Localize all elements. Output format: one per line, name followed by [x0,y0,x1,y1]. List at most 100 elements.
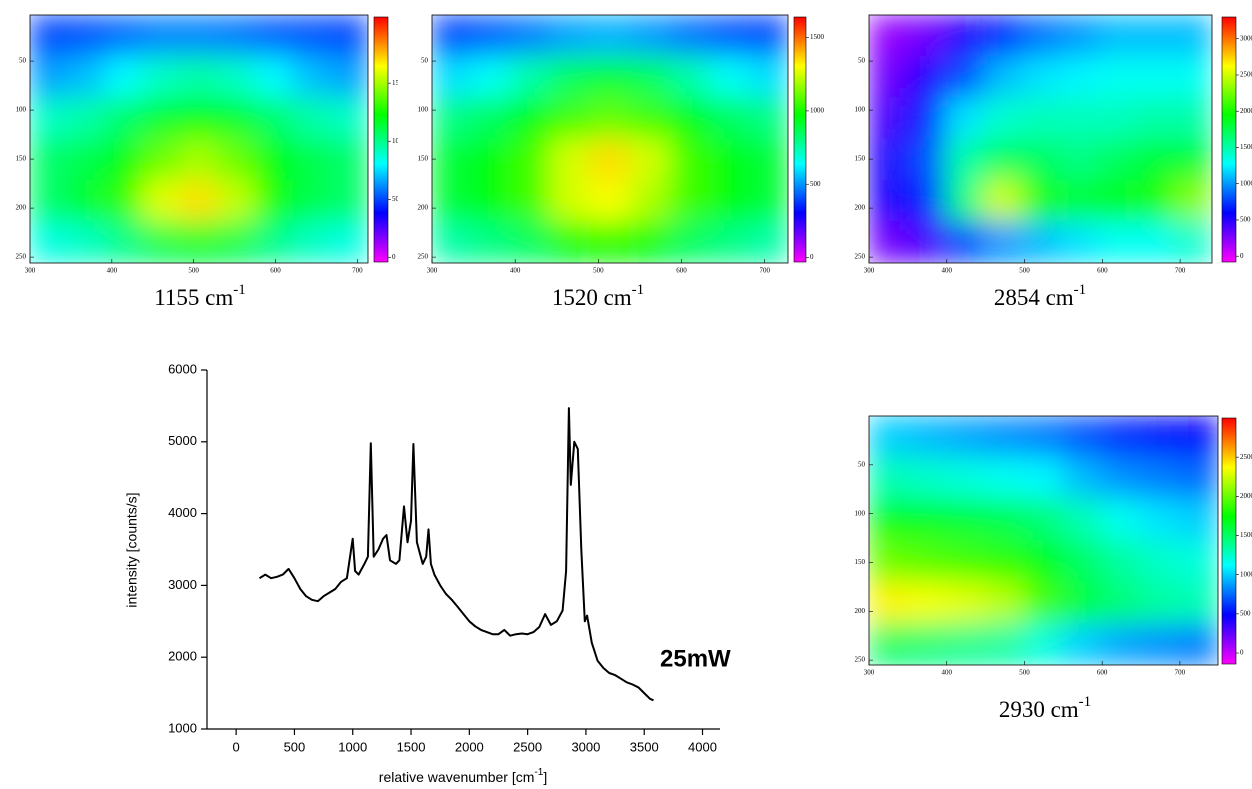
heatmap-cell [984,498,1025,541]
heatmap-cell [1062,540,1103,583]
heatmap-cell [329,179,368,223]
heatmap-cell [907,581,948,624]
plot-frame [29,14,369,264]
heatmap-cell [254,55,294,99]
panel-caption: 2930 cm-1 [999,694,1091,722]
heatmap-cell [1139,623,1180,665]
heatmap-cells [30,15,368,263]
x-tick-label: 500 [1019,669,1030,677]
annotation: 25mW [660,645,731,672]
heatmap-cell [1173,55,1212,99]
colorbar-tick-label: 0 [392,253,396,261]
y-tick-label: 3000 [168,577,197,592]
heatmap-cell [589,179,631,223]
x-tick-label: 700 [759,267,770,275]
plot-frame [431,14,789,264]
y-tick-label: 50 [421,57,429,65]
heatmap-cell [254,138,294,181]
heatmap-cell [869,179,908,223]
x-label-end: ] [543,769,547,785]
colorbar-tick-label: 2500 [1240,453,1252,461]
colorbar-tick-label: 1500 [810,33,825,41]
heatmap-cell [1101,581,1141,624]
heatmap-cell [629,179,670,223]
x-tick-label: 2000 [455,739,484,754]
heatmap-cell [944,221,984,263]
caption-text: 2930 cm [999,697,1079,722]
y-tick-label: 250 [418,253,429,261]
heatmap-cell [1097,55,1137,99]
heatmap-cell [142,15,181,57]
heatmap-cell [142,179,181,223]
x-tick-label: 1000 [338,739,367,754]
colorbar-tick-label: 500 [392,195,403,203]
colorbar-labels: 0 500 1000 1500 2000 2500 [1240,453,1252,657]
heatmap-cell [67,15,106,57]
heatmap-panel: 3004005006007005010015020025005001000150… [855,415,1252,722]
heatmap-cell [292,55,331,99]
heatmap-cell [1059,138,1099,181]
heatmap-cell [982,179,1022,223]
heatmap-cell [944,179,984,223]
heatmap-cell [104,55,144,99]
heatmap-cell [668,138,710,181]
y-tick-label: 200 [855,204,866,212]
heatmap-cell [30,138,69,181]
heatmap-cell [1135,138,1175,181]
heatmap-cell [982,221,1022,263]
heatmap-cell [471,15,512,57]
heatmap-cell [1023,498,1064,541]
x-tick-label: 600 [270,267,281,275]
heatmap-cell [471,221,512,263]
x-tick-label: 400 [941,669,952,677]
colorbar-tick-label: 2000 [1240,107,1252,115]
y-tick-label: 50 [19,57,27,65]
heatmap-cell [906,221,946,263]
heatmap-cell [668,221,710,263]
heatmap-cell [1097,221,1137,263]
heatmap-image [30,15,368,263]
heatmap-cell [104,15,144,57]
heatmap-cell [1062,457,1103,500]
heatmap-cell [1101,623,1141,665]
y-tick-label: 150 [418,155,429,163]
heatmap-cell [1178,581,1218,624]
colorbar-tick-label: 1000 [1240,570,1252,578]
heatmap-cell [869,221,908,263]
x-tick-label: 2500 [513,739,542,754]
heatmap-cell [510,15,552,57]
heatmap-cell [104,97,144,140]
heatmap-cell [907,457,948,500]
heatmap-cell [30,179,69,223]
x-tick-label: 400 [510,267,521,275]
x-tick-label: 400 [942,267,953,275]
heatmap-cell [550,97,591,140]
heatmap-cell [984,457,1025,500]
heatmap-cell [869,457,909,500]
heatmap-cell [217,179,256,223]
colorbar-labels: 0 500 1000 1500 [810,33,825,261]
heatmap-cell [179,55,219,99]
y-tick-label: 2000 [168,649,197,664]
heatmap-cell [1023,540,1064,583]
x-tick-label: 3000 [571,739,600,754]
heatmap-cell [254,221,294,263]
heatmap-cell [67,179,106,223]
heatmap-cell [1178,540,1218,583]
heatmap-cell [906,97,946,140]
heatmap-cell [1178,457,1218,500]
heatmap-cell [869,416,909,458]
y-tick-label: 100 [855,509,866,517]
heatmap-cell [946,581,986,624]
heatmap-cell [217,138,256,181]
heatmap-cell [179,179,219,223]
y-tick-label: 200 [16,204,27,212]
colorbar [373,16,389,263]
heatmap-cell [1135,179,1175,223]
heatmap-cell [708,179,749,223]
y-tick-label: 200 [855,607,866,615]
colorbar-tick-label: 1000 [392,137,407,145]
heatmap-cell [292,138,331,181]
heatmap-cell [142,221,181,263]
